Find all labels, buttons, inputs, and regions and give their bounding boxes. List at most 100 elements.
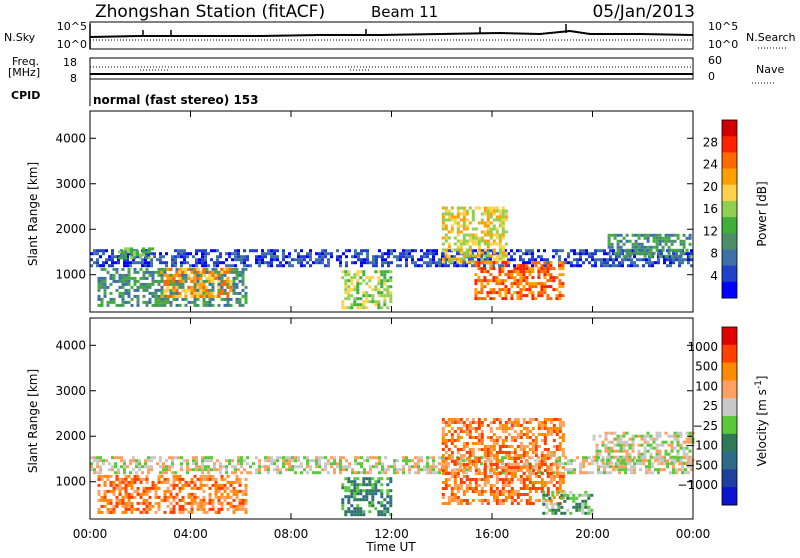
velocity-cell <box>471 463 475 466</box>
power-cell <box>456 252 459 256</box>
power-cell <box>480 221 484 225</box>
velocity-cell <box>660 468 663 472</box>
velocity-cell <box>411 465 414 469</box>
velocity-cell <box>450 427 454 430</box>
power-cell <box>522 258 525 262</box>
power-cell <box>640 242 644 246</box>
power-cell <box>607 236 611 240</box>
velocity-cell <box>210 468 213 472</box>
power-cell <box>202 300 206 304</box>
velocity-cell <box>540 427 544 430</box>
power-cell <box>226 291 230 295</box>
power-cell <box>205 267 209 271</box>
power-cell <box>389 291 393 295</box>
velocity-cell <box>341 501 345 505</box>
power-cell <box>133 270 137 274</box>
power-cell <box>634 251 638 255</box>
velocity-cell <box>350 495 354 499</box>
velocity-cell <box>462 421 466 424</box>
velocity-cell <box>202 507 206 511</box>
power-cell <box>462 224 466 228</box>
power-cell <box>480 257 484 261</box>
power-cell <box>232 282 236 286</box>
velocity-cell <box>519 424 523 427</box>
power-cell <box>142 285 146 289</box>
velocity-cell <box>228 459 231 463</box>
velocity-cell <box>483 460 487 463</box>
velocity-cell <box>640 455 644 459</box>
velocity-cell <box>175 477 179 481</box>
velocity-cell <box>657 468 660 472</box>
velocity-cell <box>216 468 219 472</box>
power-cell <box>124 291 128 295</box>
velocity-cell <box>640 437 644 441</box>
power-cell <box>165 261 168 265</box>
power-cell <box>456 233 460 237</box>
velocity-cell <box>528 468 531 472</box>
velocity-cell <box>456 496 460 499</box>
velocity-cell <box>162 471 165 475</box>
power-cell <box>495 206 499 210</box>
power-cell <box>238 273 242 277</box>
power-cell <box>193 288 197 292</box>
power-cell <box>591 252 594 256</box>
power-cell <box>211 276 215 280</box>
velocity-cell <box>592 434 596 438</box>
power-cell <box>229 267 233 271</box>
power-cell <box>495 261 499 265</box>
power-cell <box>93 249 96 253</box>
power-cell <box>196 276 200 280</box>
power-cell <box>347 279 351 283</box>
velocity-cell <box>459 430 463 433</box>
velocity-cell <box>180 465 183 469</box>
velocity-cell <box>507 490 511 493</box>
velocity-cell <box>597 465 600 469</box>
velocity-cell <box>459 481 463 484</box>
power-cell <box>507 258 510 262</box>
velocity-cell <box>145 501 149 505</box>
velocity-cell <box>525 445 529 448</box>
velocity-cell <box>450 490 454 493</box>
velocity-colorbar-frame <box>721 326 738 506</box>
velocity-cell <box>645 465 648 469</box>
nsky-panel: N.Sky 10^5 10^0 10^5 10^0 N.Search <box>4 20 796 51</box>
velocity-cell <box>380 513 384 517</box>
power-cell <box>402 249 405 253</box>
power-cell <box>99 264 102 268</box>
velocity-cell <box>386 495 390 499</box>
power-cell <box>226 294 230 298</box>
power-cell <box>402 255 405 259</box>
velocity-cell <box>528 472 532 475</box>
power-cell <box>121 276 125 280</box>
velocity-cell <box>368 477 372 481</box>
power-cell <box>501 224 505 228</box>
velocity-cell <box>584 505 588 509</box>
power-cell <box>217 285 221 289</box>
velocity-cell <box>408 465 411 469</box>
power-cell <box>186 252 189 256</box>
velocity-cell <box>525 454 529 457</box>
power-cell <box>201 261 204 265</box>
velocity-cell <box>561 475 565 478</box>
velocity-cell <box>483 466 487 469</box>
power-cell <box>291 258 294 262</box>
velocity-cell <box>543 481 547 484</box>
velocity-cell <box>540 433 544 436</box>
power-cell <box>525 279 529 283</box>
velocity-cell <box>540 421 544 424</box>
power-cell <box>531 285 535 289</box>
velocity-cell <box>108 462 111 466</box>
velocity-cell <box>453 478 457 481</box>
power-cell <box>330 252 333 256</box>
velocity-cell <box>106 477 110 481</box>
velocity-cell <box>531 466 535 469</box>
velocity-cell <box>471 421 475 424</box>
velocity-cell <box>621 465 624 469</box>
power-cell <box>528 285 532 289</box>
velocity-cell <box>655 449 659 453</box>
velocity-cell <box>667 452 671 456</box>
power-cell <box>477 267 481 271</box>
velocity-cell <box>184 480 188 484</box>
power-cell <box>643 251 647 255</box>
power-cell <box>531 252 534 256</box>
